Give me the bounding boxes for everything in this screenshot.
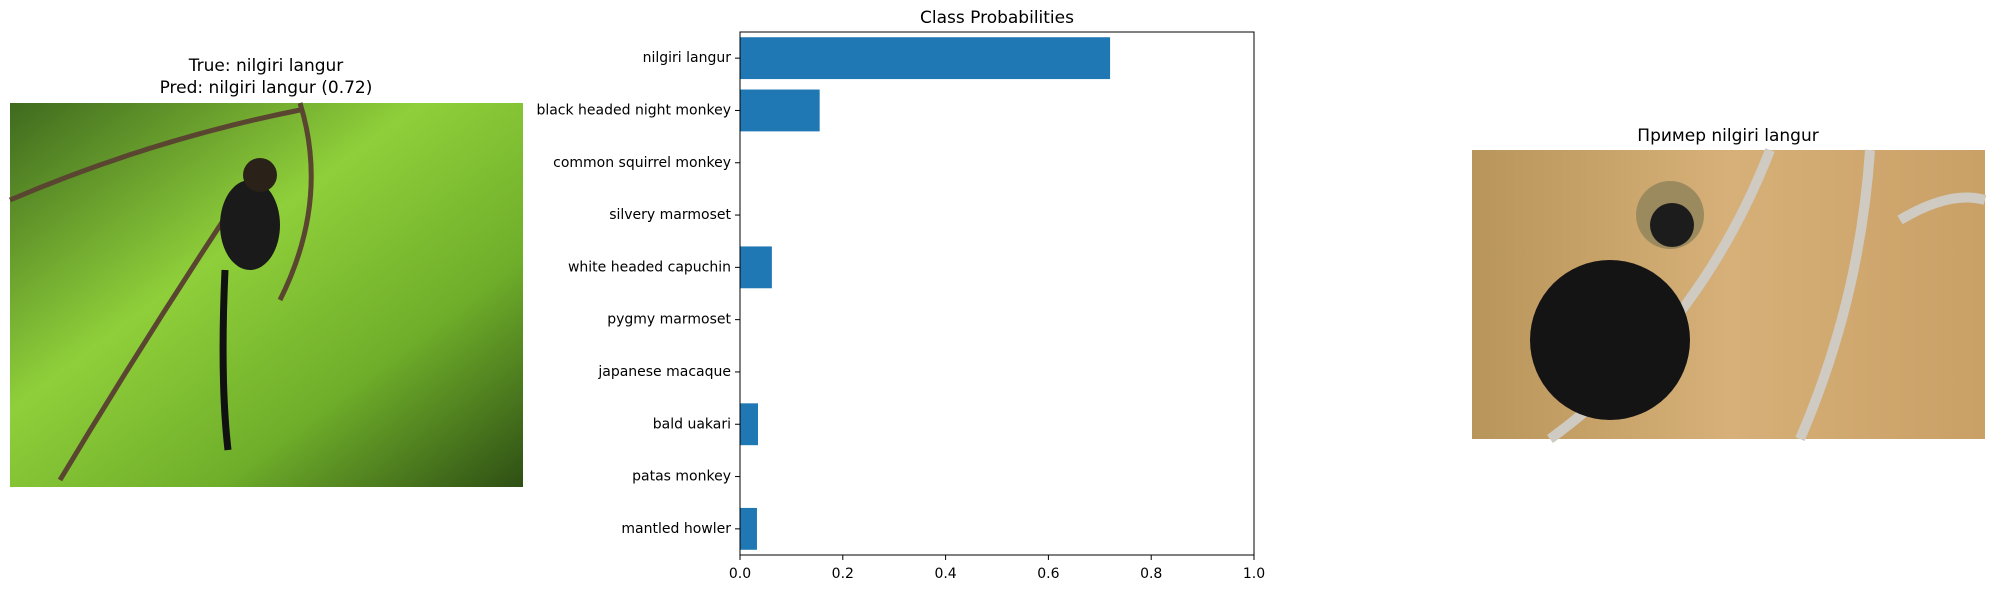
bar [740,403,758,446]
y-tick-label: silvery marmoset [609,207,731,223]
panel-title: True: nilgiri langur [188,56,344,76]
bar [740,37,1111,80]
right-panel: Пример nilgiri langur [1472,126,1987,444]
photo [9,102,523,487]
panel-title: Пример nilgiri langur [1637,126,1818,146]
bar [740,246,772,289]
x-tick-label: 0.6 [1037,566,1059,582]
x-tick-label: 0.4 [934,566,956,582]
x-tick-label: 0.0 [729,566,751,582]
y-tick-label: bald uakari [653,416,731,432]
x-tick-label: 1.0 [1243,566,1265,582]
y-tick-label: mantled howler [621,521,731,537]
y-tick-label: japanese macaque [597,364,731,380]
y-tick-label: patas monkey [632,469,731,485]
bar [740,89,820,132]
x-tick-label: 0.2 [832,566,854,582]
photo [1472,148,1987,444]
panel-title: Pred: nilgiri langur (0.72) [160,78,373,98]
y-tick-label: nilgiri langur [643,50,732,66]
chart-title: Class Probabilities [920,8,1074,28]
y-tick-label: common squirrel monkey [553,155,731,171]
y-tick-label: white headed capuchin [568,259,731,275]
left-panel: True: nilgiri langur Pred: nilgiri langu… [9,56,523,487]
x-tick-label: 0.8 [1140,566,1162,582]
y-tick-label: pygmy marmoset [607,312,731,328]
bar-chart: Class Probabilities 0.0 0.2 0.4 0.6 0.8 1.0 ni… [536,8,1265,582]
bar [740,507,757,550]
y-tick-label: black headed night monkey [536,102,731,118]
axes-frame [739,31,1255,556]
